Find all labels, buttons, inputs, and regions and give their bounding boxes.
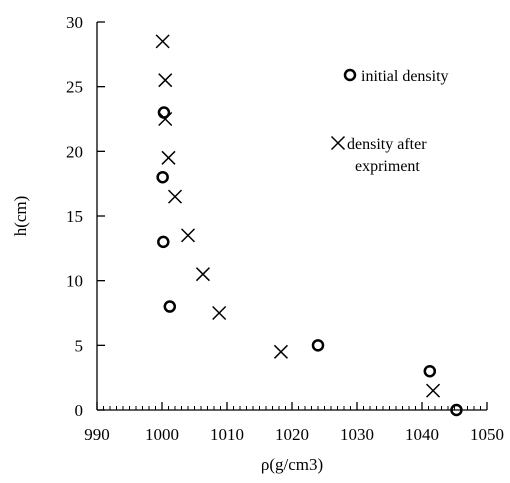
data-point-initial-density — [157, 235, 170, 249]
data-point-density-after — [155, 34, 170, 49]
x-axis-title: ρ(g/cm3) — [261, 455, 323, 474]
y-tick-label: 0 — [75, 401, 84, 420]
data-point-density-after — [273, 344, 288, 359]
data-point-density-after — [212, 305, 227, 321]
data-point-initial-density — [156, 170, 169, 184]
y-tick-label: 15 — [66, 207, 83, 226]
x-tick-label: 1030 — [340, 425, 374, 444]
y-tick-label: 20 — [66, 142, 83, 161]
x-tick-label: 1020 — [275, 425, 309, 444]
legend-label-initial-density: initial density — [361, 68, 449, 85]
x-ticks: 990 1000 1010 1020 1030 1040 1050 — [84, 402, 504, 444]
data-point-density-after — [158, 73, 173, 88]
x-tick-label: 1050 — [470, 425, 504, 444]
data-points — [155, 34, 463, 417]
legend-label-density-after-line1: density after — [347, 136, 427, 153]
cross-stroke — [330, 135, 346, 151]
y-axis-title: h(cm) — [11, 196, 30, 237]
cross-stroke — [180, 228, 196, 243]
cross-stroke — [167, 189, 183, 204]
legend-cross — [330, 135, 346, 151]
data-point-initial-density — [450, 403, 463, 417]
cross-stroke — [426, 383, 441, 398]
y-tick-label: 10 — [66, 272, 83, 291]
y-tick-label: 25 — [66, 78, 83, 97]
data-point-density-after — [195, 267, 210, 282]
legend-marker-circle — [343, 68, 357, 82]
legend: initial density density after expriment — [330, 68, 449, 175]
data-point-initial-density — [311, 339, 325, 352]
cross-stroke — [161, 150, 176, 165]
cross-stroke — [273, 344, 288, 359]
data-point-density-after — [158, 111, 173, 127]
legend-label-density-after-line2: expriment — [355, 158, 420, 175]
x-tick-label: 990 — [84, 425, 110, 444]
data-point-initial-density — [423, 364, 437, 378]
x-tick-label: 1010 — [210, 425, 244, 444]
cross-stroke — [212, 305, 227, 321]
data-point-density-after — [180, 228, 196, 243]
data-point-initial-density — [163, 300, 177, 313]
data-point-density-after — [161, 150, 176, 165]
cross-stroke — [158, 73, 173, 88]
data-point-density-after — [426, 383, 441, 398]
x-tick-label: 1040 — [405, 425, 439, 444]
cross-stroke — [155, 34, 170, 49]
y-tick-label: 30 — [66, 13, 83, 32]
y-tick-label: 5 — [75, 336, 84, 355]
cross-stroke — [158, 111, 173, 127]
y-ticks: 0 5 10 15 20 25 30 — [66, 13, 105, 420]
legend-circle — [343, 68, 357, 82]
data-point-density-after — [167, 189, 183, 204]
legend-marker-cross — [330, 135, 346, 151]
x-tick-label: 1000 — [145, 425, 179, 444]
cross-stroke — [195, 267, 210, 282]
